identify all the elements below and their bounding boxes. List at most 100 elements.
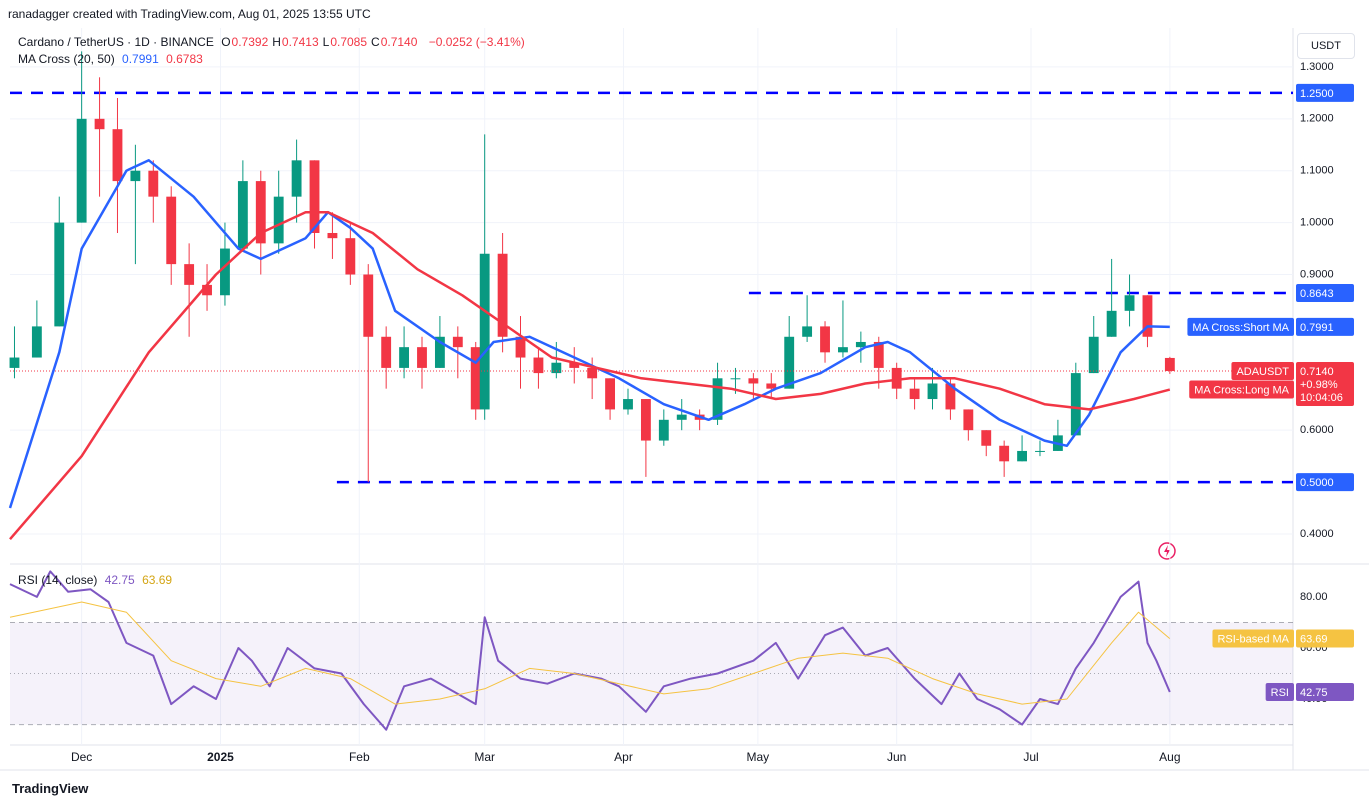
candle-body [76,118,87,223]
legend-value: 0.7413 [281,35,319,49]
candle-body [452,336,463,348]
series-name-tag-text: MA Cross:Short MA [1192,322,1289,334]
series-value-tag: 0.7991 [1296,317,1354,336]
x-tick-label: Aug [1159,750,1180,764]
candle-body [273,196,284,244]
indicator-value: 63.69 [142,573,173,587]
candle-body [927,383,938,400]
indicator-title: MA Cross (20, 50) [18,52,115,66]
candle-body [855,341,866,348]
level-tag-bg [1296,284,1354,303]
candle-body [1124,295,1135,311]
candle-body [640,399,651,441]
candle-body [766,383,777,389]
candle-body [399,347,410,368]
candle-body [470,347,481,410]
candle-body [838,347,848,353]
series-value-tag-bg [1296,683,1354,702]
candle-body [417,347,427,368]
candle-body [31,326,42,358]
candle-body [327,232,338,239]
x-tick-label: Jul [1023,750,1038,764]
candle-body [999,445,1010,462]
legend-value: 0.7140 [380,35,418,49]
candle-body [237,181,248,249]
indicator-value: 0.7991 [122,52,159,66]
ohlc: O0.7392 H0.7413 L0.7085 C0.7140 [221,35,421,49]
candle-body [255,181,266,244]
y-tick-label: 80.00 [1300,591,1328,603]
last-price-price: 0.7140 [1300,366,1334,378]
candle-body [873,341,884,368]
legend-value: 0.7085 [330,35,368,49]
series-name-tag-bg [1231,362,1294,381]
candle-body [533,357,544,374]
y-tick-label: 0.9000 [1300,268,1334,280]
alert-icon[interactable] [1158,542,1176,560]
candle-body [1106,310,1117,337]
candle-body [184,264,195,285]
symbol-title: Cardano / TetherUS · 1D · BINANCE [18,35,214,49]
candle-body [166,196,177,265]
candle-body [1142,295,1153,337]
change: −0.0252 (−3.41%) [428,35,525,49]
series-name-tag-text: MA Cross:Long MA [1194,384,1289,396]
candle-body [130,170,141,182]
legend-label: H [272,35,281,49]
candle-body [712,378,723,420]
candle-body [730,378,741,380]
series-name-tag-text: RSI [1271,687,1289,699]
candle-body [802,326,813,337]
x-tick-label: 2025 [207,750,234,764]
level-tag-text: 1.2500 [1300,88,1334,100]
legend-value: 0.7392 [231,35,269,49]
logo[interactable]: TradingView [12,781,89,796]
candle-body [9,357,20,368]
x-tick-label: Dec [71,750,92,764]
series-line [9,601,1171,705]
candle-body [981,430,992,446]
candle-body [1164,357,1175,372]
series-value-tag-bg [1296,317,1354,336]
legend-label: L [322,35,330,49]
candle-body [202,284,212,296]
candle-body [551,362,562,374]
last-price-tag: 0.7140+0.98%10:04:06 [1296,362,1354,407]
candle-body [909,388,920,400]
level-tag-text: 0.5000 [1300,477,1334,489]
ma-legend: MA Cross (20, 50) 0.7991 0.6783 [18,52,207,66]
series-value-tag: 63.69 [1296,629,1354,648]
candle-body [112,129,123,182]
candle-body [479,253,490,410]
candle-body [945,383,956,410]
candle-body [1035,450,1045,452]
indicator-value: 42.75 [104,573,135,587]
level-tag: 0.5000 [1296,473,1354,492]
candle-body [309,160,320,233]
level-tag-bg [1296,473,1354,492]
series-line [8,159,1170,509]
y-tick-label: 1.2000 [1300,113,1334,125]
level-tag-text: 0.8643 [1300,288,1334,300]
last-price-countdown: 10:04:06 [1300,392,1343,404]
indicator-title: RSI (14, close) [18,573,98,587]
series-name-tag-bg [1265,683,1294,702]
y-tick-label: 1.1000 [1300,165,1334,177]
y-tick-label: 1.0000 [1300,217,1334,229]
level-tag-bg [1296,83,1354,102]
candle-body [515,336,526,358]
candle-body [54,222,65,327]
candle-body [820,326,830,353]
rsi-band [10,622,1293,725]
candle-body [963,409,974,431]
candle-body [497,253,508,337]
indicator-value: 0.6783 [166,52,203,66]
level-tag: 1.2500 [1296,83,1354,102]
currency-button[interactable]: USDT [1297,33,1355,59]
candle-body [623,399,633,410]
candle-body [434,336,445,368]
price-legend: Cardano / TetherUS · 1D · BINANCE O0.739… [18,35,529,49]
candle-body [363,274,374,337]
x-tick-label: Mar [474,750,495,764]
